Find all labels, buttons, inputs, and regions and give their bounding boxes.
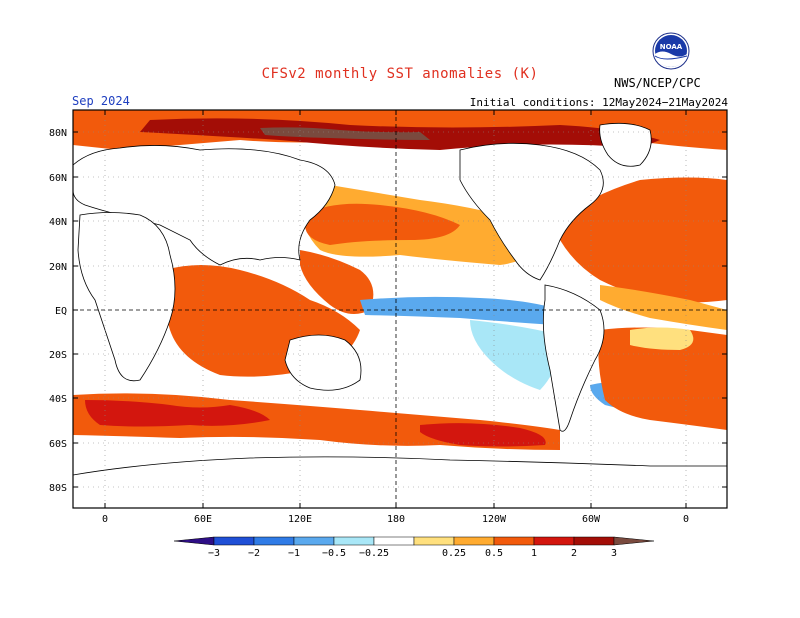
north-pacific-strong-warm-region: [305, 203, 460, 245]
agency-label: NWS/NCEP/CPC: [614, 76, 701, 90]
chart-title: CFSv2 monthly SST anomalies (K): [261, 66, 539, 82]
lon-label: 60W: [582, 514, 601, 525]
lon-label: 120E: [288, 514, 312, 525]
lat-label: 80N: [49, 128, 67, 139]
north-america-landmass: [459, 142, 604, 281]
colorbar-min-arrow: [173, 536, 215, 546]
australia-landmass: [284, 334, 362, 391]
south-pacific-strong-region: [420, 423, 546, 447]
colorbar-label: −1: [288, 548, 300, 559]
colorbar: −3 −2 −1 −0.5 −0.25 0.25 0.5 1 2 3: [173, 536, 655, 559]
longitude-axis: 0 60E 120E 180 120W 60W 0: [102, 110, 689, 525]
greenland-landmass: [599, 122, 652, 167]
map-frame: [72, 109, 728, 509]
colorbar-label: −3: [208, 548, 220, 559]
equatorial-pacific-cool-region: [360, 296, 560, 325]
graticule: [73, 110, 727, 508]
lon-label: 0: [102, 514, 108, 525]
colorbar-segment: [213, 536, 255, 546]
colorbar-segment: [533, 536, 575, 546]
lat-label: 80S: [49, 483, 67, 494]
lat-label: 20S: [49, 350, 67, 361]
lon-label: 180: [387, 514, 405, 525]
colorbar-segment: [253, 536, 295, 546]
colorbar-segment: [373, 536, 415, 546]
north-atlantic-moderate-region: [600, 285, 727, 330]
colorbar-label: 3: [611, 548, 617, 559]
antarctica-landmass: [73, 456, 727, 508]
colorbar-segment: [453, 536, 495, 546]
colorbar-label: 0.5: [485, 548, 503, 559]
colorbar-label: 2: [571, 548, 577, 559]
initial-conditions-label: Initial conditions: 12May2024−21May2024: [469, 96, 728, 109]
valid-month-label: Sep 2024: [72, 94, 130, 108]
south-atlantic-warm-region: [598, 327, 727, 430]
logo-text: NOAA: [660, 43, 683, 51]
lat-label: 40S: [49, 394, 67, 405]
north-atlantic-warm-region: [560, 177, 727, 303]
south-pacific-cool-region: [470, 320, 560, 390]
colorbar-max-arrow: [613, 536, 655, 546]
lon-label: 60E: [194, 514, 212, 525]
land-masses: [73, 122, 727, 508]
colorbar-segment: [333, 536, 375, 546]
colorbar-segment: [293, 536, 335, 546]
map-field: [73, 110, 727, 508]
colorbar-segment: [573, 536, 615, 546]
colorbar-label: 1: [531, 548, 537, 559]
lat-label: 20N: [49, 262, 67, 273]
lat-label: EQ: [55, 306, 67, 317]
southern-ocean-strong-region: [85, 400, 270, 427]
africa-landmass: [77, 212, 176, 382]
lat-label: 60S: [49, 439, 67, 450]
colorbar-label: −0.5: [322, 548, 346, 559]
latitude-axis: 80N 60N 40N 20N EQ 20S 40S 60S 80S: [49, 128, 727, 494]
lat-label: 40N: [49, 217, 67, 228]
noaa-logo-icon: NOAA: [652, 32, 690, 70]
colorbar-segment: [493, 536, 535, 546]
colorbar-label: −2: [248, 548, 260, 559]
colorbar-label: 0.25: [442, 548, 466, 559]
lon-label: 120W: [482, 514, 507, 525]
tropical-atlantic-weak-region: [630, 327, 694, 350]
lat-label: 60N: [49, 173, 67, 184]
colorbar-label: −0.25: [359, 548, 389, 559]
arctic-extreme-region: [260, 127, 430, 140]
lon-label: 0: [683, 514, 689, 525]
colorbar-segment: [413, 536, 455, 546]
